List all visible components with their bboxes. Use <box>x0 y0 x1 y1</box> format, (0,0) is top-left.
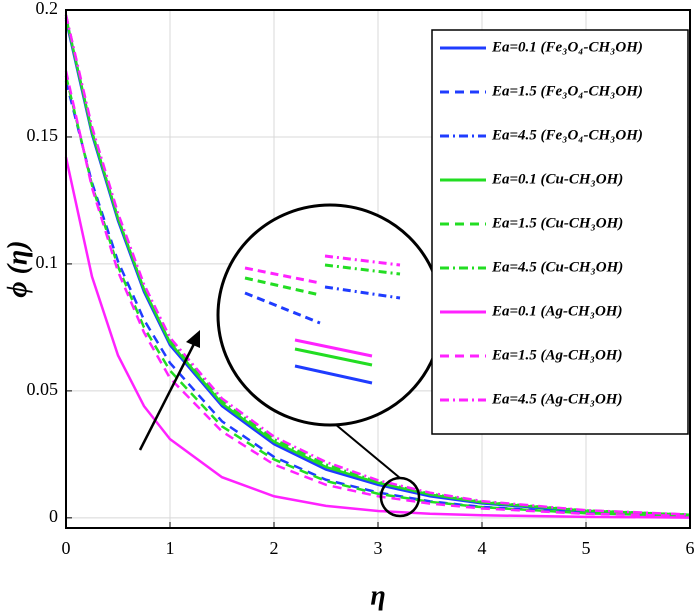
y-tick-label: 0 <box>49 506 58 526</box>
series-line <box>64 70 691 518</box>
legend: Ea=0.1 (Fe₃O₄-CH₃OH) Ea=1.5 (Fe₃O₄-CH₃OH)… <box>431 29 689 435</box>
series-line <box>64 80 691 518</box>
zoom-seg <box>324 263 401 276</box>
x-tick-label: 1 <box>166 538 175 558</box>
legend-label: Ea=1.5 (Ag-CH₃OH) <box>491 347 622 363</box>
legend-label: Ea=0.1 (Ag-CH₃OH) <box>491 303 622 319</box>
zoom-seg <box>244 291 321 325</box>
x-tick-label: 4 <box>478 538 487 558</box>
legend-label: Ea=4.5 (Ag-CH₃OH) <box>491 391 622 407</box>
y-tick-label: 0.05 <box>27 379 59 399</box>
x-tick-label: 6 <box>686 538 695 558</box>
arrow-head <box>186 330 200 348</box>
y-tick-label: 0.2 <box>36 0 59 18</box>
legend-box <box>431 29 689 435</box>
y-tick-label: 0.15 <box>27 125 59 145</box>
lines <box>64 14 691 519</box>
plot-frame <box>65 9 691 529</box>
y-tick-label: 0.1 <box>36 252 59 272</box>
zoom-seg <box>294 347 373 367</box>
x-tick-label: 2 <box>270 538 279 558</box>
arrow-shaft <box>138 339 198 451</box>
arrow <box>138 330 200 451</box>
x-tick-label: 3 <box>374 538 383 558</box>
zoom-connector <box>334 423 401 479</box>
zoom-seg <box>324 285 401 300</box>
zoom-source <box>379 476 421 518</box>
zoom-seg <box>324 254 401 267</box>
zoom-seg <box>294 364 373 385</box>
legend-label: Ea=0.1 (Cu-CH₃OH) <box>491 171 623 187</box>
x-tick-label: 5 <box>582 538 591 558</box>
legend-label: Ea=4.5 (Fe₃O₄-CH₃OH) <box>491 127 643 143</box>
x-tick-label: 0 <box>62 538 71 558</box>
legend-label: Ea=1.5 (Fe₃O₄-CH₃OH) <box>491 83 643 99</box>
x-axis-label: η <box>370 580 385 611</box>
zoom-seg <box>294 338 373 358</box>
series-line <box>64 75 691 518</box>
series-line <box>64 157 691 519</box>
series-line <box>64 14 691 516</box>
y-axis-label: ϕ (η) <box>2 240 33 297</box>
legend-label: Ea=1.5 (Cu-CH₃OH) <box>491 215 623 231</box>
legend-label: Ea=4.5 (Cu-CH₃OH) <box>491 259 623 275</box>
legend-label: Ea=0.1 (Fe₃O₄-CH₃OH) <box>491 39 643 55</box>
zoom-circle <box>216 203 444 427</box>
